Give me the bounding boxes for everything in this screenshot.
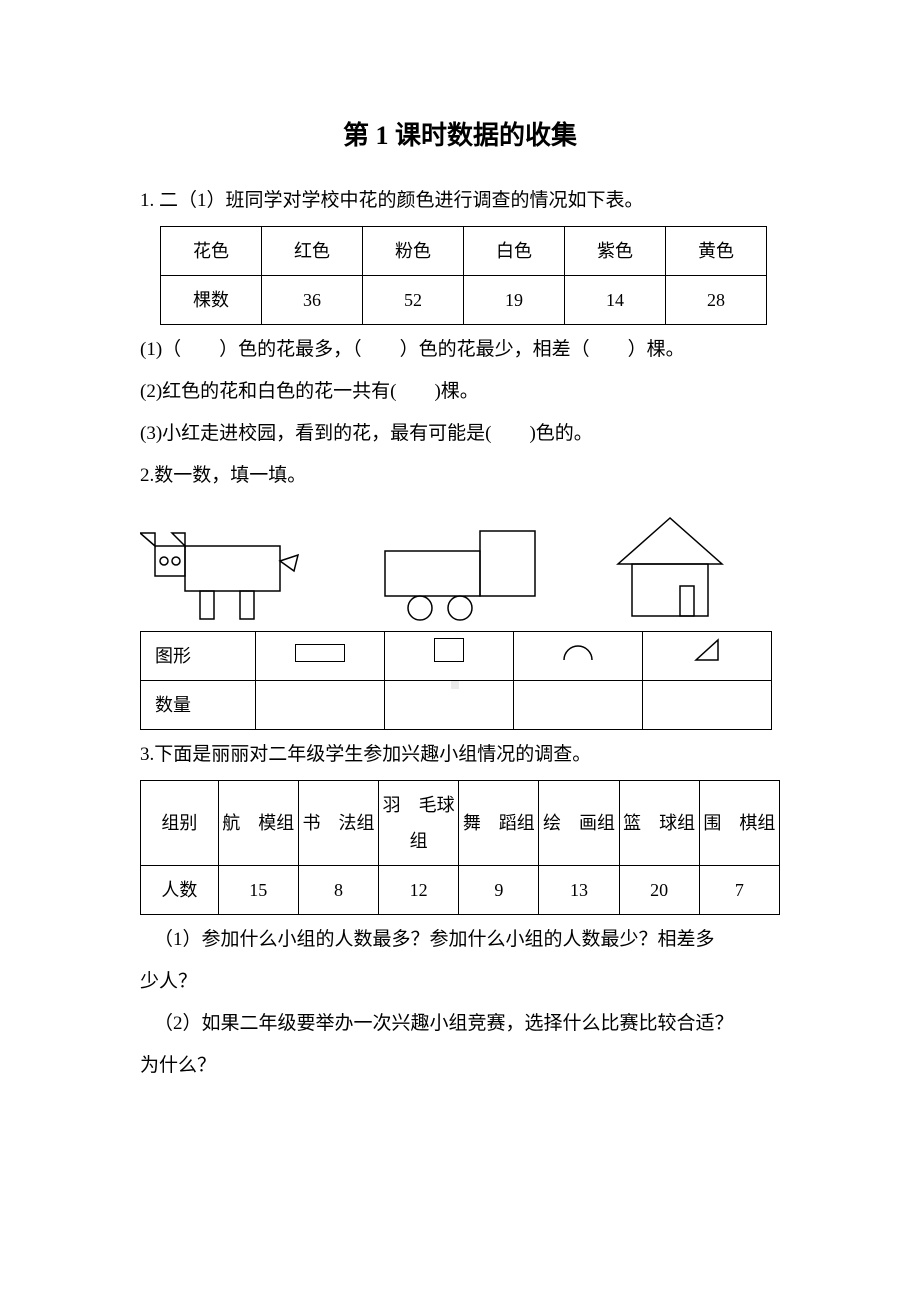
rectangle-wide-icon (295, 644, 345, 662)
q1-sub1: (1)（ ）色的花最多，（ ）色的花最少，相差（ ）棵。 (140, 331, 780, 369)
blank-cell (385, 681, 514, 730)
cell: 13 (539, 866, 619, 915)
cell: 舞 蹈组 (459, 781, 539, 866)
table-row: 组别 航 模组 书 法组 羽 毛球 组 舞 蹈组 绘 画组 篮 球组 围 棋组 (141, 781, 780, 866)
worksheet-page: 第 1 课时数据的收集 1. 二（1）班同学对学校中花的颜色进行调查的情况如下表… (0, 0, 920, 1302)
cart-figure-icon (380, 526, 550, 621)
table-row: 花色 红色 粉色 白色 紫色 黄色 (161, 227, 767, 276)
q3-table: 组别 航 模组 书 法组 羽 毛球 组 舞 蹈组 绘 画组 篮 球组 围 棋组 … (140, 780, 780, 915)
table-row: 人数 15 8 12 9 13 20 7 (141, 866, 780, 915)
q3-sub1-line1: （1）参加什么小组的人数最多？参加什么小组的人数最少？相差多 (154, 921, 780, 959)
cell: 12 (379, 866, 459, 915)
house-figure-icon (610, 516, 730, 621)
shape-cell-square (385, 632, 514, 681)
cell: 绘 画组 (539, 781, 619, 866)
cell: 28 (666, 276, 767, 325)
cell: 围 棋组 (699, 781, 779, 866)
cell: 15 (218, 866, 298, 915)
shape-cell-triangle (643, 632, 772, 681)
page-title: 第 1 课时数据的收集 (140, 110, 780, 162)
cell: 20 (619, 866, 699, 915)
blank-cell (514, 681, 643, 730)
cell: 粉色 (363, 227, 464, 276)
cell: 棵数 (161, 276, 262, 325)
q3-sub2-line1: （2）如果二年级要举办一次兴趣小组竞赛，选择什么比赛比较合适？ (154, 1005, 780, 1043)
q3-sub1-line2: 少人？ (140, 963, 780, 1001)
cell: 9 (459, 866, 539, 915)
row-label: 数量 (141, 681, 256, 730)
cell: 花色 (161, 227, 262, 276)
cell: 羽 毛球 组 (379, 781, 459, 866)
blank-cell (643, 681, 772, 730)
cell: 8 (298, 866, 378, 915)
q3-prompt: 3.下面是丽丽对二年级学生参加兴趣小组情况的调查。 (140, 736, 780, 774)
shape-cell-circle (514, 632, 643, 681)
cell: 14 (565, 276, 666, 325)
cell: 篮 球组 (619, 781, 699, 866)
q3-sub2-line2: 为什么？ (140, 1047, 780, 1085)
cell: 52 (363, 276, 464, 325)
q2-table: 图形 数量 (140, 631, 773, 730)
cell: 36 (262, 276, 363, 325)
cell: 书 法组 (298, 781, 378, 866)
q2-prompt: 2.数一数，填一填。 (140, 457, 780, 495)
cell: 红色 (262, 227, 363, 276)
cell: 紫色 (565, 227, 666, 276)
q1-sub3: (3)小红走进校园，看到的花，最有可能是( )色的。 (140, 415, 780, 453)
cell: 组别 (141, 781, 219, 866)
cell: 黄色 (666, 227, 767, 276)
shape-cell-rectangle (256, 632, 385, 681)
cell: 白色 (464, 227, 565, 276)
cell: 航 模组 (218, 781, 298, 866)
square-icon (434, 638, 464, 662)
blank-cell (256, 681, 385, 730)
q1-prompt: 1. 二（1）班同学对学校中花的颜色进行调查的情况如下表。 (140, 182, 780, 220)
table-row: 棵数 36 52 19 14 28 (161, 276, 767, 325)
semicircle-icon (561, 640, 595, 662)
table-row: 数量 (141, 681, 773, 730)
triangle-icon (692, 638, 722, 662)
q1-table: 花色 红色 粉色 白色 紫色 黄色 棵数 36 52 19 14 28 (160, 226, 767, 325)
q1-sub2: (2)红色的花和白色的花一共有( )棵。 (140, 373, 780, 411)
row-label: 图形 (141, 632, 256, 681)
cell: 7 (699, 866, 779, 915)
cow-figure-icon (140, 511, 320, 621)
cell: 19 (464, 276, 565, 325)
cell: 人数 (141, 866, 219, 915)
q2-figures (140, 511, 780, 621)
table-row: 图形 (141, 632, 773, 681)
